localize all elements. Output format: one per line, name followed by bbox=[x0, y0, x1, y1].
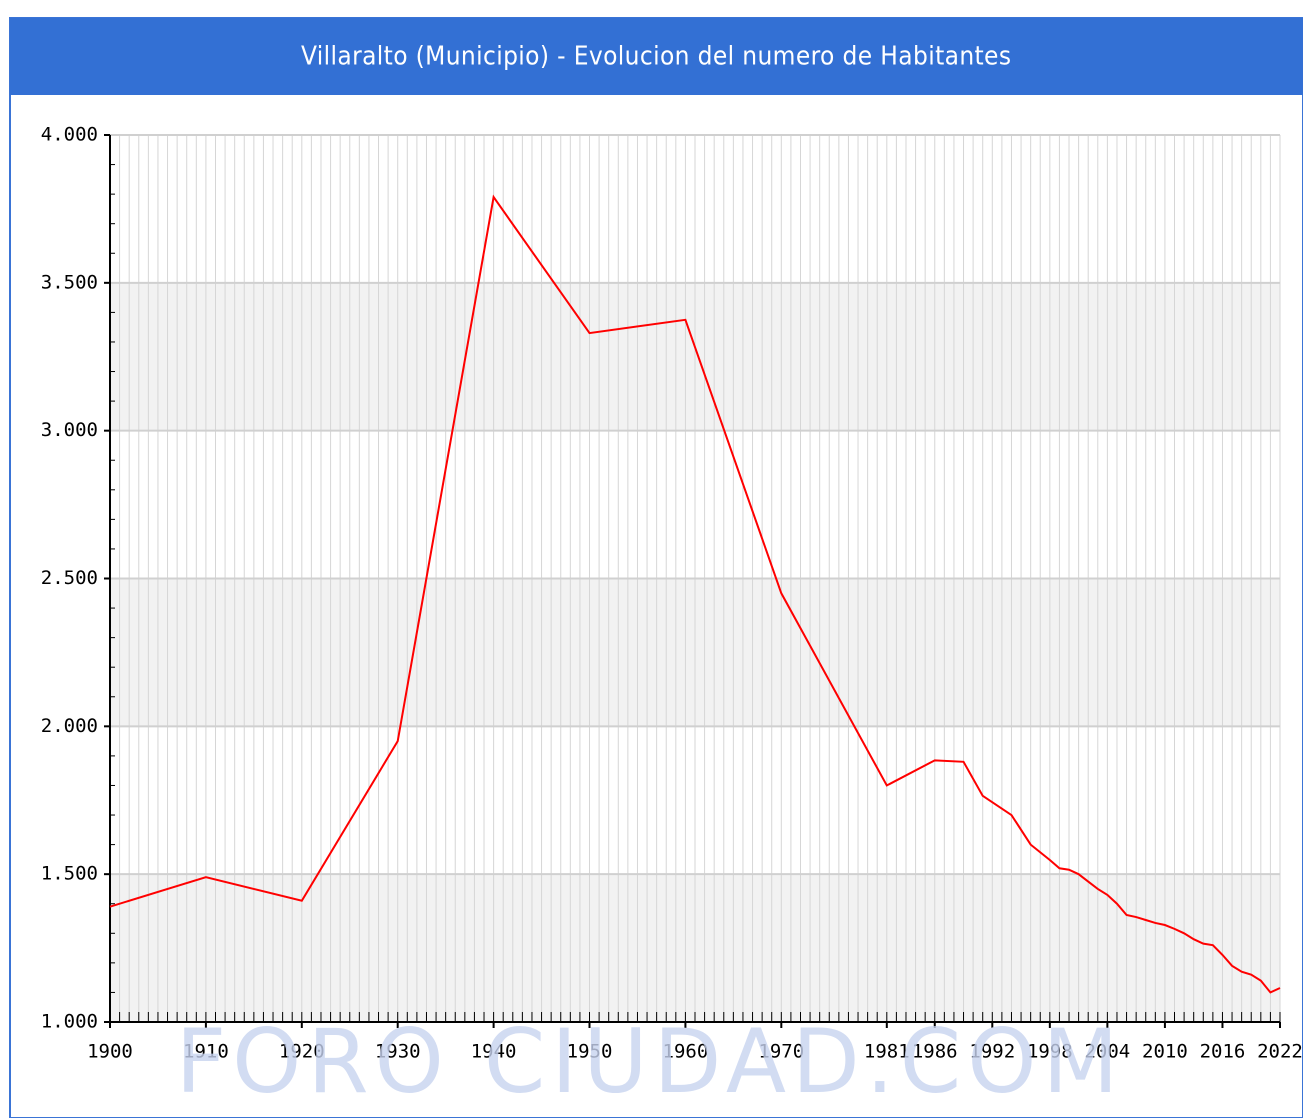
x-tick-label: 1920 bbox=[279, 1041, 325, 1063]
x-tick-label: 1950 bbox=[567, 1041, 613, 1063]
x-tick-label: 1992 bbox=[969, 1041, 1015, 1063]
x-tick-label: 2016 bbox=[1200, 1041, 1246, 1063]
x-tick-label: 1981 bbox=[864, 1041, 910, 1063]
x-tick-label: 1940 bbox=[471, 1041, 517, 1063]
y-tick-label: 3.000 bbox=[41, 419, 98, 441]
x-tick-label: 1900 bbox=[87, 1041, 133, 1063]
y-tick-label: 1.000 bbox=[41, 1011, 98, 1033]
header bbox=[10, 18, 1303, 95]
data-line bbox=[109, 194, 1281, 994]
x-tick-label: 1998 bbox=[1027, 1041, 1073, 1063]
watermark: FORO CIUDAD.COM bbox=[176, 1010, 1125, 1113]
plot: 1.000 1.500 2.000 2.500 3.000 3.500 4.000 1900 1… bbox=[41, 124, 1303, 1063]
x-tick-label: 1960 bbox=[663, 1041, 709, 1063]
x-tick-label: 1910 bbox=[183, 1041, 229, 1063]
x-tick-label: 2022 bbox=[1257, 1041, 1303, 1063]
y-tick-label: 2.000 bbox=[41, 715, 98, 737]
y-tick-label: 4.000 bbox=[41, 124, 98, 146]
x-tick-label: 1986 bbox=[912, 1041, 958, 1063]
x-tick-label: 1930 bbox=[375, 1041, 421, 1063]
y-tick-label: 1.500 bbox=[41, 863, 98, 885]
x-tick-label: 1970 bbox=[758, 1041, 804, 1063]
x-tick-label: 2004 bbox=[1084, 1041, 1130, 1063]
chart-title: Villaralto (Municipio) - Evolucion del n… bbox=[301, 42, 1011, 72]
y-tick-label: 2.500 bbox=[41, 567, 98, 589]
x-tick-label: 2010 bbox=[1142, 1041, 1188, 1063]
y-tick-label: 3.500 bbox=[41, 271, 98, 293]
